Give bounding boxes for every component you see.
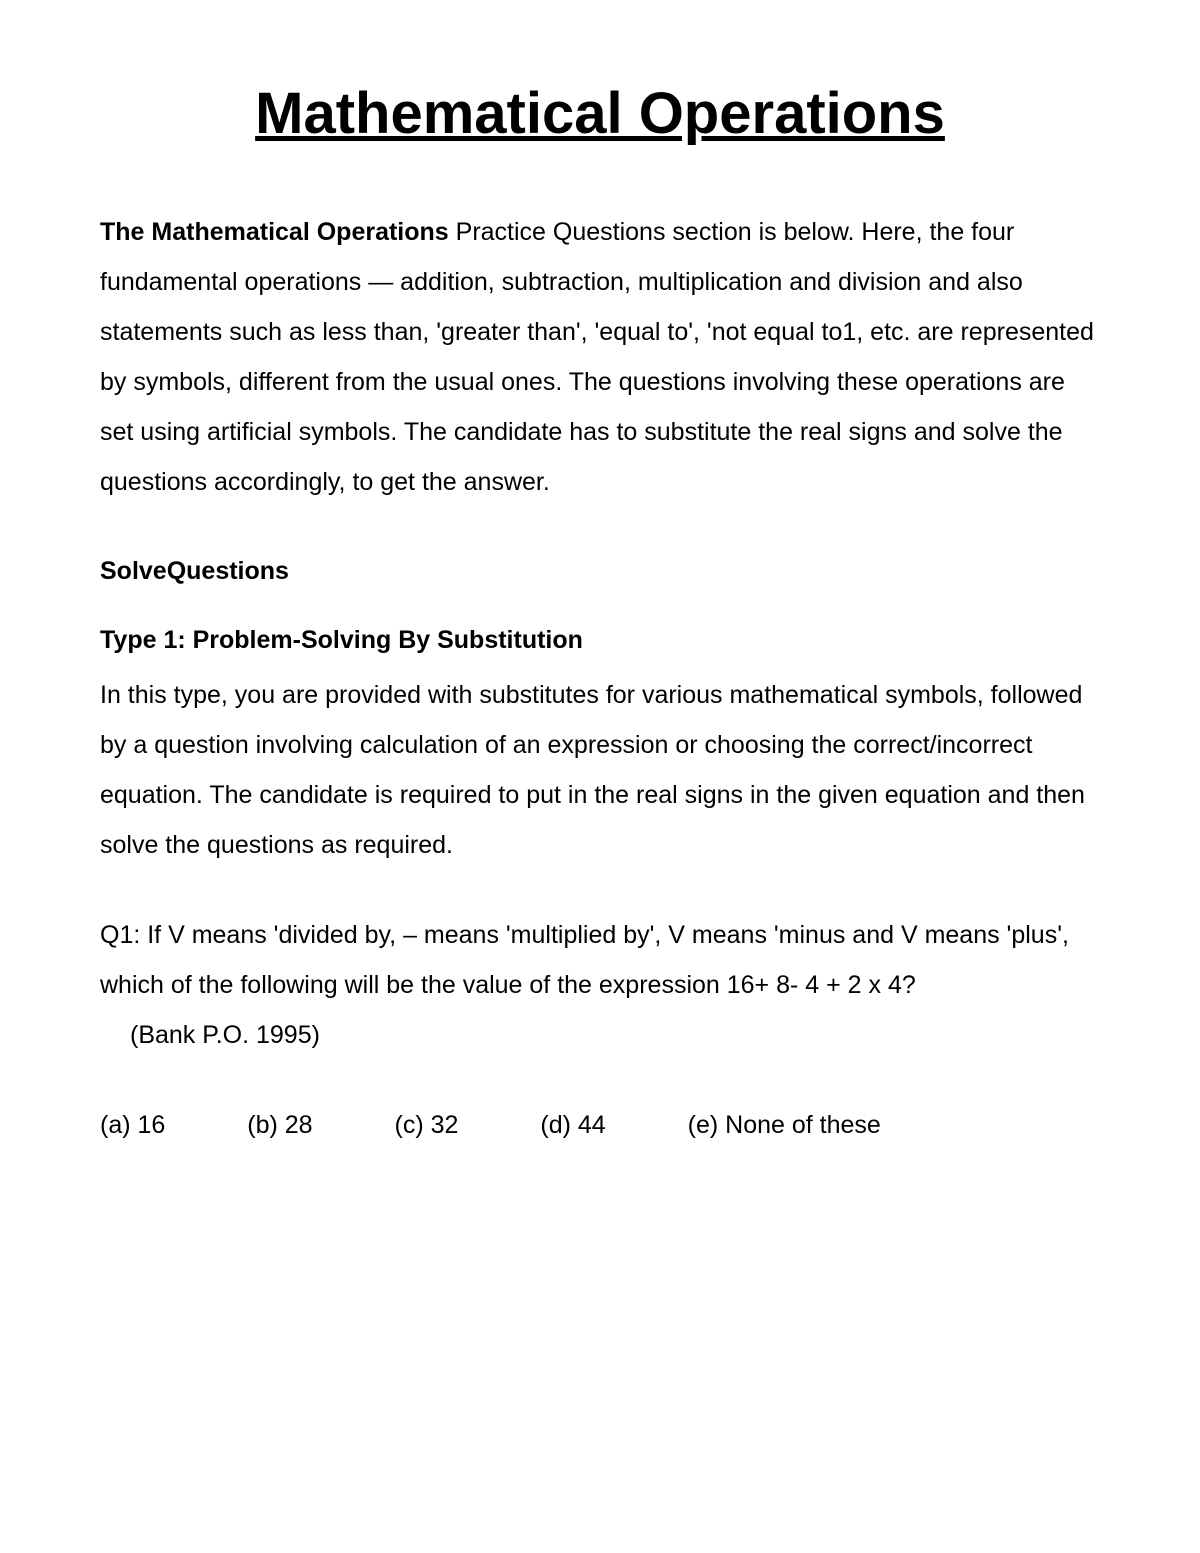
option-e: (e) None of these [688, 1100, 881, 1150]
option-b: (b) 28 [247, 1100, 312, 1150]
section-heading: SolveQuestions [100, 557, 1100, 586]
question1-text: Q1: If V means 'divided by, – means 'mul… [100, 910, 1100, 1060]
page-title: Mathematical Operations [100, 80, 1100, 147]
type1-heading: Type 1: Problem-Solving By Substitution [100, 626, 1100, 655]
question1-options: (a) 16 (b) 28 (c) 32 (d) 44 (e) None of … [100, 1100, 1100, 1150]
option-a: (a) 16 [100, 1100, 165, 1150]
question1-body: Q1: If V means 'divided by, – means 'mul… [100, 921, 1069, 999]
question1-source: (Bank P.O. 1995) [130, 1010, 320, 1060]
intro-paragraph: The Mathematical Operations Practice Que… [100, 207, 1100, 507]
option-d: (d) 44 [540, 1100, 605, 1150]
type1-description: In this type, you are provided with subs… [100, 670, 1100, 870]
option-c: (c) 32 [395, 1100, 459, 1150]
intro-bold-lead: The Mathematical Operations [100, 218, 449, 246]
intro-text: Practice Questions section is below. Her… [100, 218, 1094, 496]
